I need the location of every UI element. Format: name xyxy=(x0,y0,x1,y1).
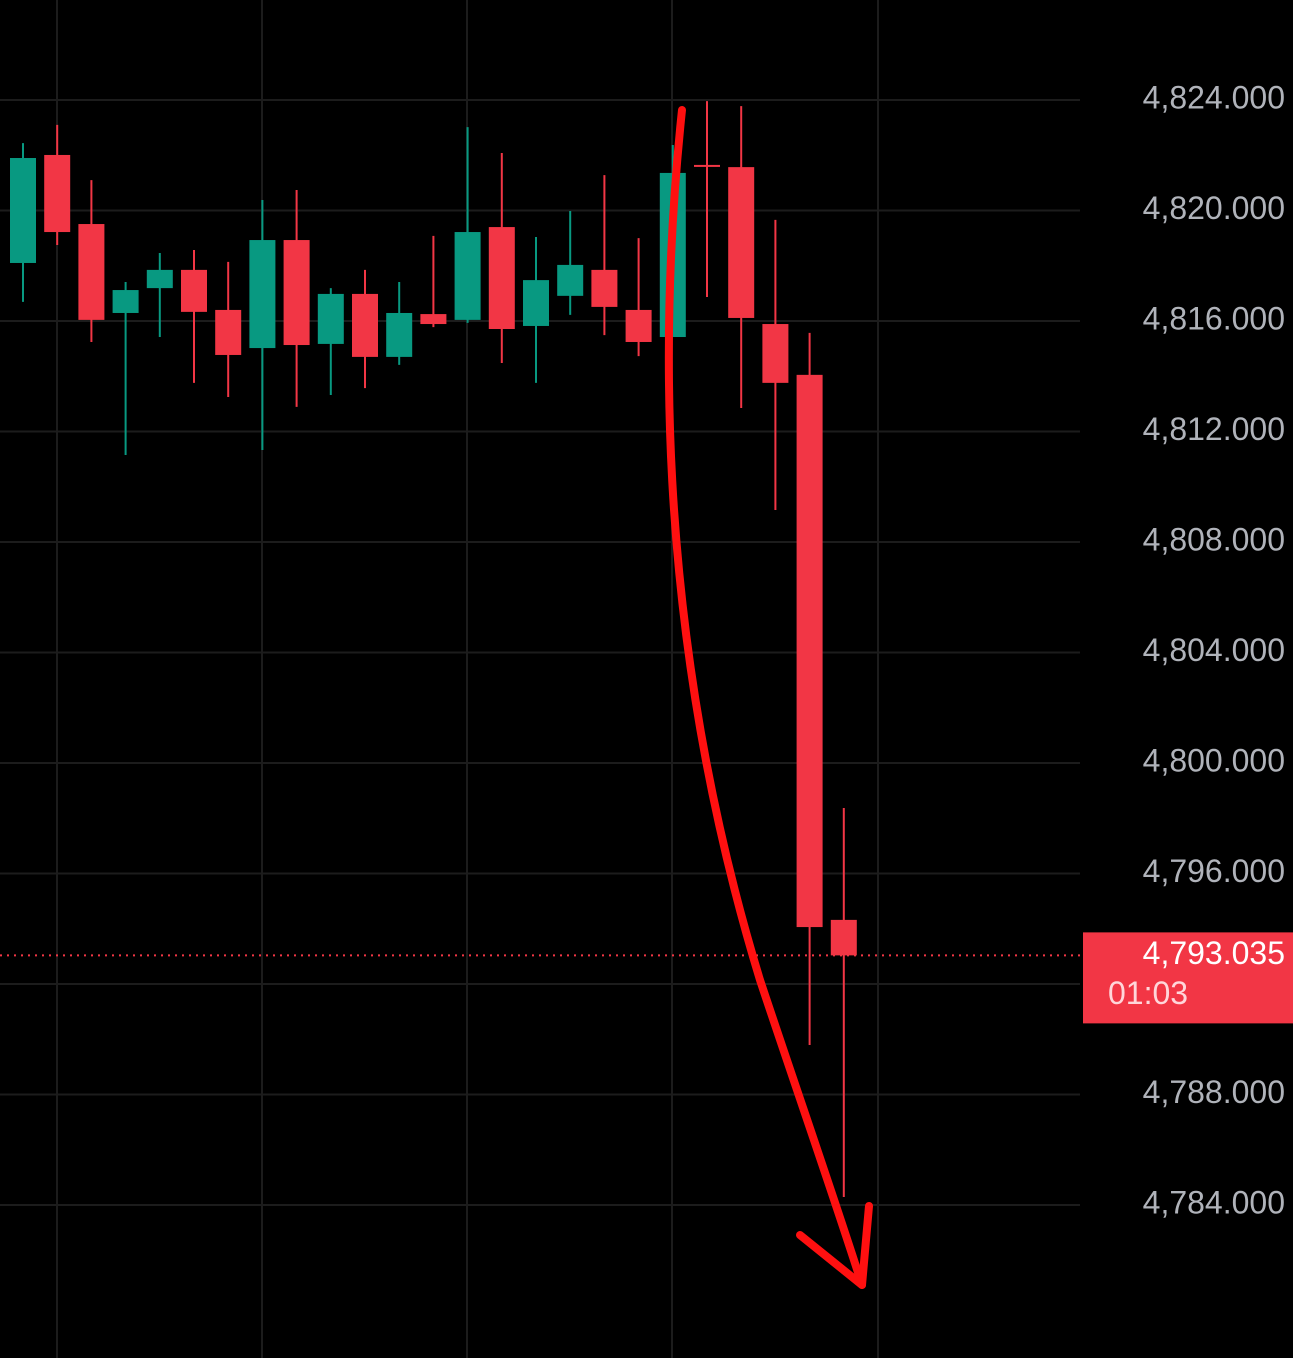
candle-body xyxy=(420,314,447,325)
candle-body xyxy=(523,280,549,326)
annotation-arrow xyxy=(664,106,866,1289)
candle-body xyxy=(10,158,36,263)
candle-body xyxy=(386,312,413,357)
candle-body xyxy=(352,293,378,357)
candle-body xyxy=(830,919,857,956)
candle-body xyxy=(317,293,344,344)
y-tick-label: 4,816.000 xyxy=(1143,300,1285,336)
candles xyxy=(10,101,857,1197)
candle-body xyxy=(454,232,481,320)
y-tick-label: 4,788.000 xyxy=(1143,1074,1285,1110)
candle-body xyxy=(488,227,515,330)
candle-body xyxy=(796,374,823,928)
last-price-label: 4,793.035 xyxy=(1143,935,1285,971)
y-tick-label: 4,820.000 xyxy=(1143,190,1285,226)
y-tick-label: 4,808.000 xyxy=(1143,521,1285,557)
y-tick-label: 4,800.000 xyxy=(1143,742,1285,778)
last-price-box xyxy=(1083,932,1293,1024)
candle-body xyxy=(181,269,207,312)
candle-body xyxy=(215,309,242,355)
candle-body xyxy=(283,240,310,346)
annotation-arrowhead xyxy=(796,1202,873,1289)
y-tick-label: 4,804.000 xyxy=(1143,632,1285,668)
candle-body xyxy=(728,167,755,318)
candle-body xyxy=(694,164,720,167)
candle-body xyxy=(44,154,71,233)
candle-body xyxy=(557,264,584,296)
candle-body xyxy=(146,269,173,289)
candle-body xyxy=(112,290,139,313)
y-tick-label: 4,796.000 xyxy=(1143,853,1285,889)
candle-body xyxy=(78,224,105,320)
candle-body xyxy=(591,269,618,307)
y-tick-label: 4,812.000 xyxy=(1143,411,1285,447)
candle-body xyxy=(249,240,276,349)
candle-body xyxy=(625,309,652,342)
y-tick-label: 4,784.000 xyxy=(1143,1184,1285,1220)
y-tick-label: 4,824.000 xyxy=(1143,79,1285,115)
countdown: 01:03 xyxy=(1108,975,1188,1011)
candle-body xyxy=(762,324,789,383)
overlay: 4,784.000 4,788.000 4,796.000 4,800.000 4,80… xyxy=(0,79,1293,1220)
